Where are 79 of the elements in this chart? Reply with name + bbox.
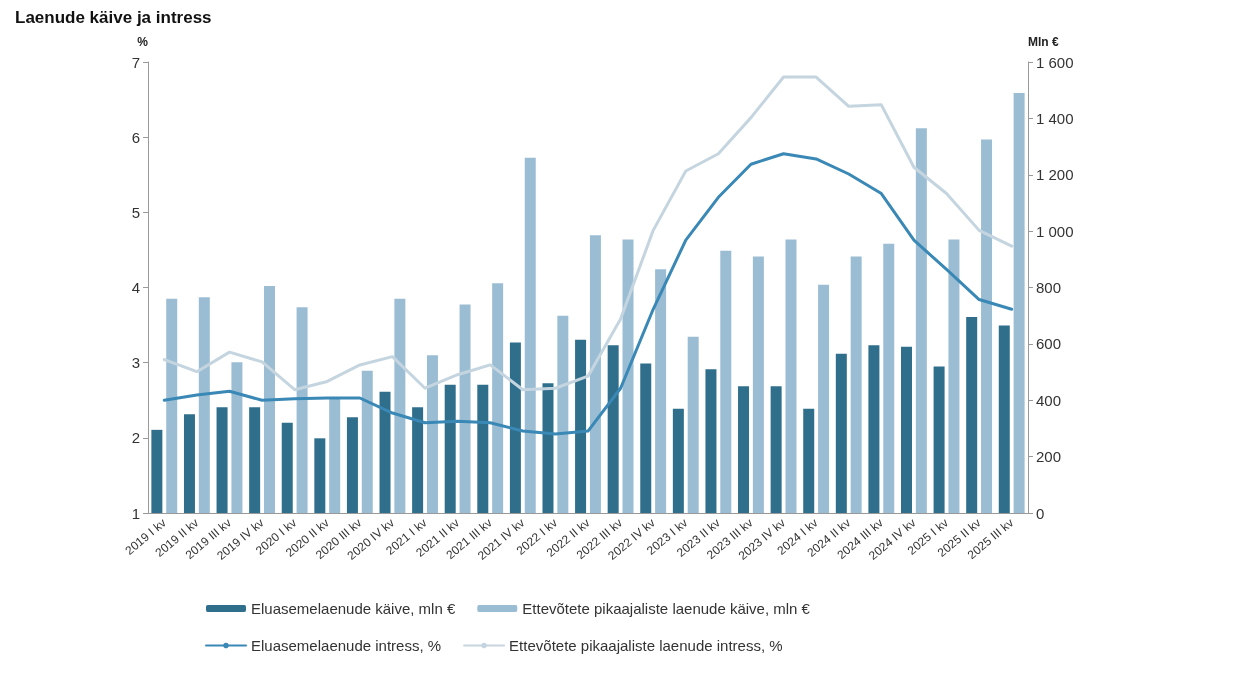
bar: [379, 391, 391, 513]
legend-label: Eluasemelaenude käive, mln €: [251, 600, 456, 617]
legend-label: Ettevõtete pikaajaliste laenude intress, %: [509, 637, 783, 654]
bar: [655, 269, 667, 513]
y-axis-title: %: [137, 35, 149, 49]
bar: [557, 315, 569, 513]
bar: [329, 397, 341, 513]
bar: [966, 317, 978, 513]
y2-tick-label: 1 000: [1036, 222, 1074, 240]
y2-tick-label: 800: [1036, 279, 1062, 296]
y-tick-label: 2: [131, 429, 140, 447]
bar: [981, 139, 993, 513]
bar: [607, 345, 619, 513]
y-tick-label: 5: [131, 203, 140, 221]
bar: [785, 239, 797, 513]
bar: [901, 346, 912, 513]
y-tick-label: 6: [131, 128, 140, 146]
y2-axis-title: Mln €: [1028, 35, 1059, 49]
y-tick-label: 1: [131, 504, 140, 522]
bar: [915, 128, 927, 513]
bar: [835, 353, 847, 513]
bar: [509, 342, 521, 513]
y-tick-label: 3: [131, 354, 140, 372]
bar: [361, 370, 373, 513]
bar: [524, 157, 536, 513]
y2-tick-label: 200: [1036, 448, 1062, 466]
y2-tick-label: 400: [1036, 391, 1062, 409]
bar: [622, 239, 634, 513]
bar: [575, 339, 587, 513]
bar: [426, 355, 438, 513]
bar: [883, 243, 895, 513]
bar: [151, 429, 163, 513]
bar: [249, 407, 261, 513]
y-tick-label: 7: [131, 53, 140, 71]
bar: [346, 417, 358, 513]
bar: [412, 407, 424, 513]
bar: [948, 239, 960, 513]
bar: [183, 414, 195, 513]
bar: [216, 407, 228, 513]
bar: [752, 256, 764, 513]
bar: [998, 325, 1010, 513]
bar: [705, 369, 717, 513]
bar: [720, 250, 732, 513]
bar: [394, 298, 406, 513]
y-tick-label: 4: [131, 279, 140, 296]
legend-label: Eluasemelaenude intress, %: [251, 637, 442, 654]
bar: [933, 366, 945, 513]
legend-label: Ettevõtete pikaajaliste laenude käive, mln €: [522, 600, 811, 617]
line-series: [162, 152, 1014, 436]
y2-tick-label: 1 600: [1036, 53, 1074, 71]
bar: [672, 408, 684, 513]
bar: [459, 304, 471, 513]
bar: [640, 363, 652, 513]
bar: [492, 283, 504, 513]
y2-tick-label: 600: [1036, 335, 1062, 353]
chart-title: Laenude käive ja intress: [15, 8, 212, 27]
bar: [296, 307, 308, 513]
bar: [281, 422, 293, 513]
bar: [231, 362, 243, 513]
bar: [198, 297, 210, 513]
line-series: [162, 75, 1014, 392]
bar: [314, 438, 326, 513]
bar: [1013, 93, 1025, 513]
bar: [818, 284, 830, 513]
bar: [589, 235, 601, 513]
bar: [264, 286, 275, 513]
bar: [738, 386, 750, 513]
bar: [444, 384, 456, 513]
bar: [868, 345, 880, 513]
bar: [770, 386, 782, 513]
y2-tick-label: 0: [1036, 504, 1045, 522]
bar: [850, 256, 862, 513]
bar: [166, 298, 178, 513]
bar: [803, 408, 815, 513]
bar: [477, 384, 489, 513]
y2-tick-label: 1 400: [1036, 109, 1074, 127]
bar: [542, 383, 554, 513]
y2-tick-label: 1 200: [1036, 166, 1074, 184]
bar: [687, 336, 699, 513]
